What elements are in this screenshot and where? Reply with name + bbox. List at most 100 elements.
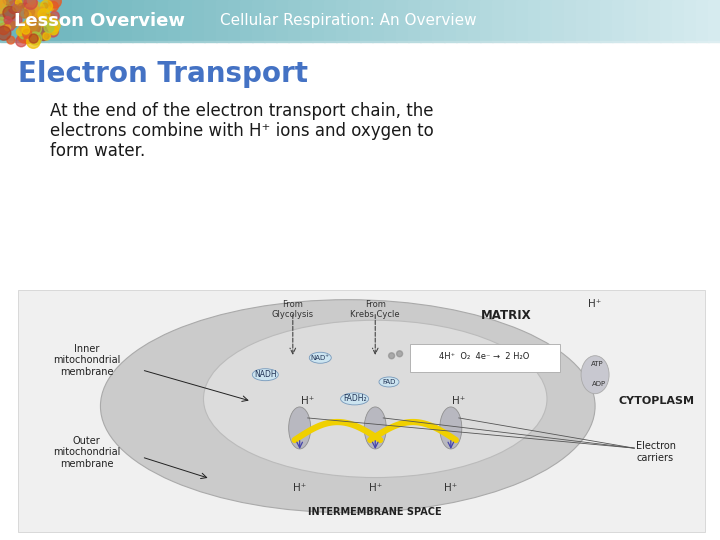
Circle shape [49,5,54,11]
Circle shape [31,1,39,9]
Bar [264,0,277,42]
Circle shape [26,4,33,12]
Circle shape [0,26,11,40]
Bar [228,0,241,42]
Circle shape [0,0,7,5]
Bar [0,45,720,48]
Bar [588,0,601,42]
Circle shape [27,19,32,24]
Bar [504,0,517,42]
Circle shape [48,0,61,8]
Circle shape [52,29,57,34]
Ellipse shape [379,377,399,387]
Circle shape [49,2,58,11]
Circle shape [36,7,45,16]
Circle shape [17,28,24,36]
Bar [396,0,409,42]
Bar [636,0,649,42]
Ellipse shape [581,356,609,394]
Circle shape [8,1,22,14]
Circle shape [16,36,27,47]
Bar [0,47,720,49]
Bar [288,0,301,42]
Bar [312,0,325,42]
Ellipse shape [252,369,279,381]
Circle shape [12,15,22,25]
Bar [600,0,613,42]
Bar [72,0,85,42]
Bar [18,290,705,532]
Circle shape [0,0,9,14]
Text: NAD⁺: NAD⁺ [311,355,330,361]
Text: Electron Transport: Electron Transport [18,60,308,88]
Bar [144,0,157,42]
Circle shape [40,13,48,21]
Circle shape [24,3,38,17]
Bar [0,44,720,46]
Circle shape [27,24,40,36]
Bar [204,0,217,42]
Circle shape [45,15,50,19]
Circle shape [389,353,395,359]
Circle shape [0,2,6,14]
Bar [540,0,553,42]
Circle shape [42,15,48,22]
Bar [0,49,720,51]
Bar [96,0,109,42]
Bar [60,0,73,42]
Circle shape [49,25,58,35]
Bar [372,0,385,42]
Bar [468,0,481,42]
Circle shape [50,11,59,21]
Text: Inner
mitochondrial
membrane: Inner mitochondrial membrane [53,343,120,377]
Circle shape [30,9,40,18]
Bar [300,0,313,42]
Circle shape [23,3,29,9]
Circle shape [11,22,17,28]
Circle shape [4,17,12,24]
Circle shape [24,36,32,44]
Circle shape [29,22,42,35]
Bar [336,0,349,42]
Bar [420,0,433,42]
Ellipse shape [204,320,547,477]
Circle shape [18,3,24,9]
Ellipse shape [101,300,595,512]
Bar [648,0,661,42]
Bar [456,0,469,42]
Text: Cellular Respiration: An Overview: Cellular Respiration: An Overview [220,14,477,29]
Bar [48,0,61,42]
Circle shape [18,31,30,43]
Circle shape [36,26,50,40]
Circle shape [41,33,47,38]
Ellipse shape [289,407,310,449]
Circle shape [0,17,5,25]
Circle shape [48,26,58,37]
Text: CYTOPLASM: CYTOPLASM [619,396,695,406]
Text: FADH₂: FADH₂ [343,394,366,403]
Circle shape [34,3,45,13]
Bar [240,0,253,42]
Circle shape [0,14,5,21]
Circle shape [3,6,17,19]
Circle shape [51,5,55,9]
Circle shape [19,9,29,18]
Bar [444,0,457,42]
Text: H⁺: H⁺ [452,396,465,406]
Text: Outer
mitochondrial
membrane: Outer mitochondrial membrane [53,436,120,469]
Bar [24,0,37,42]
Text: H⁺: H⁺ [444,483,457,493]
Circle shape [46,26,54,35]
Text: From
Krebs Cycle: From Krebs Cycle [351,300,400,319]
Circle shape [0,0,9,7]
Bar [576,0,589,42]
Circle shape [15,0,22,5]
Text: Electron
carriers: Electron carriers [636,441,676,463]
Ellipse shape [310,352,331,363]
Bar [216,0,229,42]
Text: Lesson Overview: Lesson Overview [14,12,185,30]
Circle shape [22,26,30,34]
Circle shape [14,0,27,8]
Circle shape [35,12,41,17]
Bar [0,0,13,42]
